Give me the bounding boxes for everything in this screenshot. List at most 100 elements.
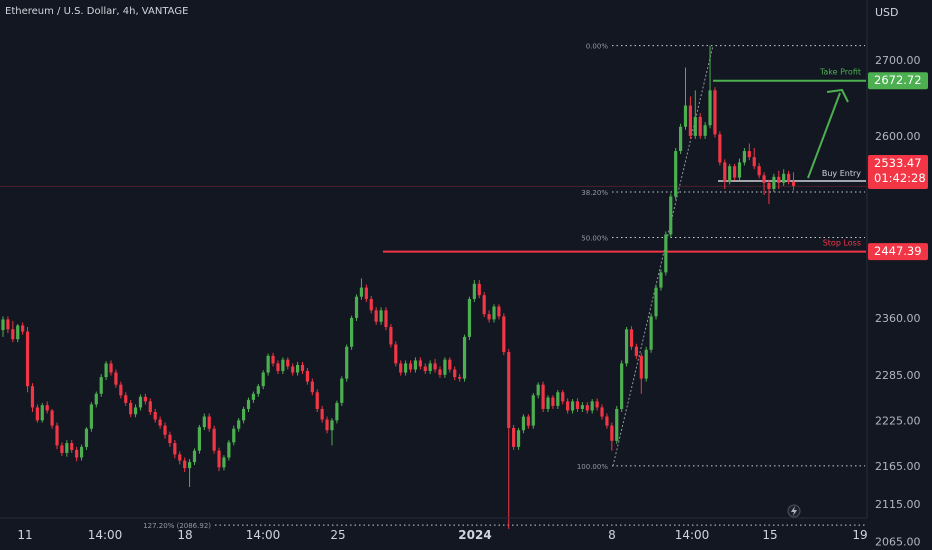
candle-down <box>502 313 506 356</box>
candle-down <box>767 179 771 205</box>
candle-up <box>472 279 476 302</box>
price-tick-label: 2600.00 <box>875 130 921 143</box>
candle-up <box>556 389 560 409</box>
candle-up <box>335 400 339 424</box>
candle-down <box>158 416 162 429</box>
candle-down <box>207 413 211 432</box>
candle-body <box>315 392 319 409</box>
candle-down <box>394 341 398 367</box>
trade-levels[interactable]: Take Profit Stop Loss Buy Entry <box>0 68 866 253</box>
candle-body <box>178 454 182 461</box>
candle-body <box>413 360 418 370</box>
candle-down <box>634 343 638 359</box>
candle-body <box>369 298 373 311</box>
candle-body <box>580 405 584 409</box>
candle-body <box>566 401 570 411</box>
candle-body <box>487 314 491 320</box>
candle-down <box>526 414 530 429</box>
candle-body <box>75 449 79 458</box>
take-profit-price-badge[interactable]: 2672.72 <box>868 72 928 90</box>
candle-body <box>482 295 486 315</box>
candle-up <box>742 147 747 166</box>
candle-body <box>320 408 324 420</box>
candle-body <box>492 306 496 320</box>
lightning-icon[interactable] <box>787 504 801 518</box>
candle-body <box>109 363 113 373</box>
candle-down <box>217 447 221 472</box>
candle-body <box>732 166 737 178</box>
candle-up <box>467 296 472 340</box>
time-tick-label: 14:00 <box>246 528 281 542</box>
candle-down <box>325 416 329 434</box>
time-tick-label: 18 <box>177 528 192 542</box>
fib-level-label: 0.00% <box>586 43 609 51</box>
candle-up <box>104 361 108 381</box>
candle-down <box>610 422 614 451</box>
candle-down <box>482 292 486 318</box>
candle-body <box>787 173 791 182</box>
fib-trend-line <box>612 45 714 466</box>
candle-body <box>615 408 619 441</box>
candle-body <box>335 402 339 421</box>
candle-down <box>713 87 717 138</box>
candle-up <box>772 173 776 192</box>
candle-body <box>458 377 462 379</box>
drawings[interactable] <box>787 88 849 518</box>
candle-down <box>389 323 393 348</box>
candle-up <box>227 440 231 461</box>
projection-arrow-line[interactable] <box>807 92 841 179</box>
candle-down <box>163 422 167 439</box>
candle-down <box>757 163 761 179</box>
candle-body <box>782 173 786 183</box>
candle-body <box>40 405 44 421</box>
candle-body <box>148 401 152 412</box>
candle-up <box>202 413 206 431</box>
price-axis[interactable]: USD 2700.00 2600.00 2360.00 2285.00 2225.00 21… <box>866 0 928 549</box>
candle-up <box>737 158 742 181</box>
candle-up <box>659 269 663 291</box>
fibonacci-retracement[interactable]: 0.00% 38.20% 50.00% 100.00% 127.20% (2086.92… <box>143 43 865 530</box>
candle-down <box>448 357 452 373</box>
fib-level-label: 127.20% (2086.92) <box>143 522 211 530</box>
candle-down <box>119 381 123 399</box>
stop-loss-label: Stop Loss <box>823 239 861 248</box>
candle-body <box>153 411 157 420</box>
stop-loss-price-badge[interactable]: 2447.39 <box>868 243 928 261</box>
candle-body <box>364 287 368 299</box>
candle-up <box>197 424 201 454</box>
candle-up <box>644 346 648 382</box>
current-price-badge-text: 01:42:28 <box>874 171 926 185</box>
candle-body <box>227 442 231 458</box>
candle-down <box>477 279 481 299</box>
candle-body <box>728 166 732 182</box>
candle-up <box>683 67 688 130</box>
candle-body <box>119 384 123 396</box>
candle-body <box>305 371 310 382</box>
candle-body <box>472 283 476 299</box>
candle-body <box>286 359 290 367</box>
candle-body <box>271 355 275 364</box>
candle-body <box>561 392 565 402</box>
candle-down <box>276 360 280 375</box>
candle-body <box>21 325 25 332</box>
candle-body <box>536 384 540 396</box>
candle-up <box>1 316 5 337</box>
candle-body <box>399 363 403 373</box>
time-axis[interactable]: 11 14:00 18 14:00 25 2024 8 14:00 15 19 <box>0 517 868 542</box>
candle-up <box>256 383 260 397</box>
candle-up <box>192 448 197 466</box>
candle-body <box>453 369 457 378</box>
candle-up <box>674 147 678 200</box>
candle-body <box>207 416 211 429</box>
candle-body <box>84 428 89 447</box>
candle-down <box>109 360 113 376</box>
candle-body <box>281 359 285 372</box>
candle-down <box>178 451 182 465</box>
candle-body <box>276 363 280 372</box>
candle-body <box>212 428 216 451</box>
candle-up <box>246 397 251 412</box>
candle-up <box>404 360 408 376</box>
